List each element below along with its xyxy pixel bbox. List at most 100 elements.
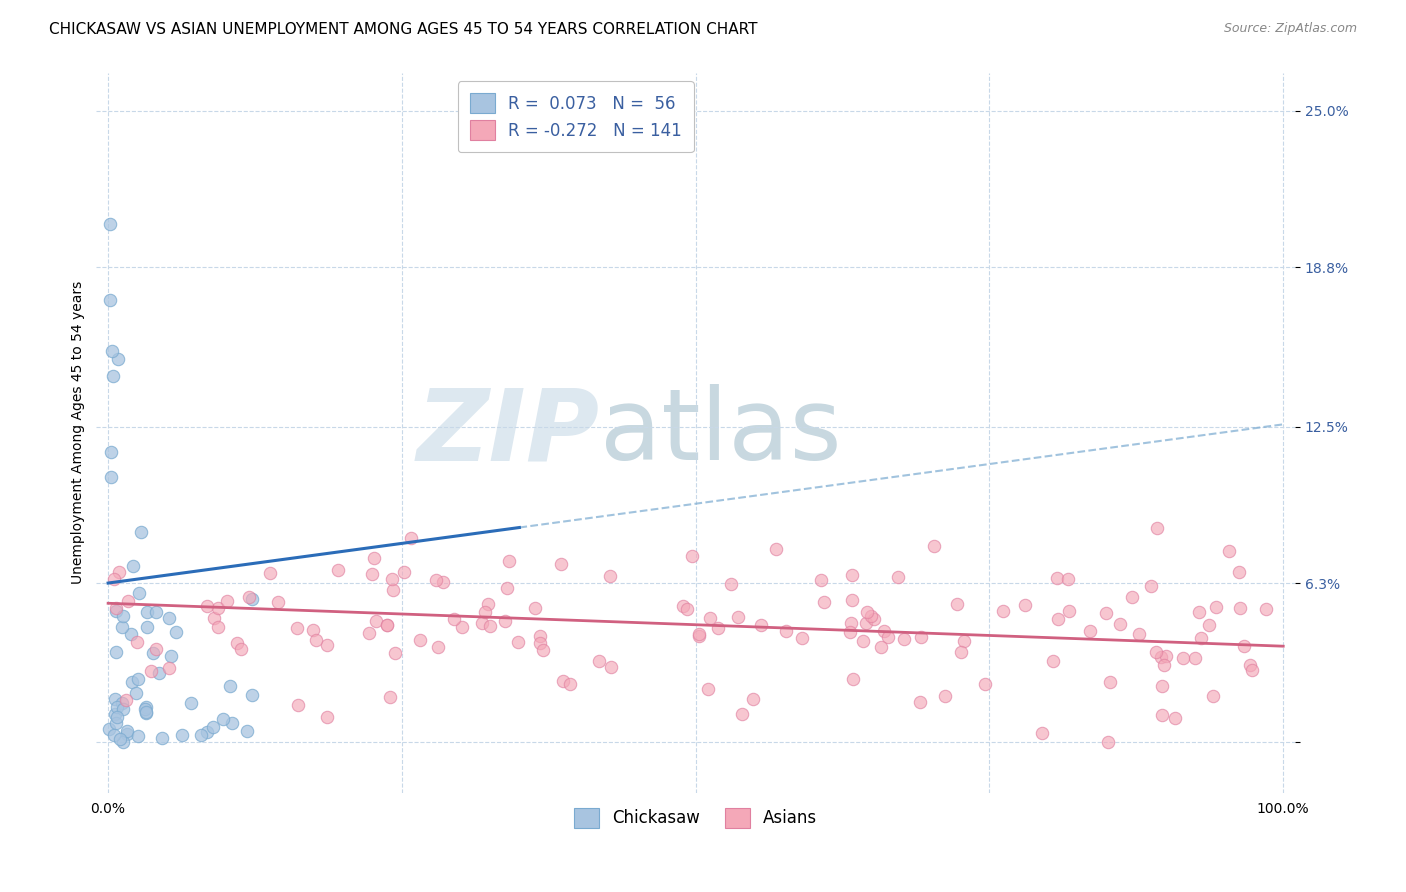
Point (727, 610, 749, 624)
Point (1042, 654, 1064, 668)
Point (316, 638, 339, 652)
Point (498, 554, 520, 568)
Point (872, 624, 894, 639)
Point (1078, 624, 1101, 639)
Point (860, 608, 883, 623)
Point (1121, 591, 1143, 605)
Point (558, 676, 581, 690)
Point (427, 640, 450, 654)
Point (731, 706, 754, 721)
Point (104, 691, 127, 706)
Point (749, 618, 772, 632)
Point (136, 605, 159, 619)
Point (1099, 675, 1122, 690)
Point (381, 582, 404, 597)
Point (117, 727, 139, 741)
Point (841, 592, 863, 607)
Point (792, 631, 814, 645)
Point (195, 725, 218, 739)
Point (384, 646, 406, 660)
Point (765, 542, 787, 557)
Point (706, 621, 728, 635)
Point (1256, 602, 1278, 616)
Point (841, 672, 863, 686)
Point (870, 640, 893, 655)
Text: ZIP: ZIP (416, 384, 600, 482)
Point (697, 681, 720, 696)
Point (1150, 650, 1173, 665)
Text: atlas: atlas (600, 384, 841, 482)
Point (105, 600, 128, 615)
Point (107, 352, 129, 367)
Point (98, 293, 121, 308)
Point (305, 632, 328, 647)
Point (148, 665, 170, 680)
Point (1202, 689, 1225, 703)
Point (378, 690, 401, 705)
Point (1128, 627, 1150, 641)
Point (450, 620, 472, 634)
Point (529, 636, 551, 650)
Point (599, 568, 621, 582)
Point (98, 722, 121, 736)
Point (101, 343, 124, 358)
Point (839, 615, 862, 630)
Legend: Chickasaw, Asians: Chickasaw, Asians (567, 801, 824, 835)
Point (195, 599, 218, 613)
Point (212, 712, 235, 726)
Point (813, 595, 835, 609)
Point (974, 676, 997, 690)
Point (1188, 605, 1211, 619)
Point (377, 618, 399, 632)
Point (135, 705, 157, 719)
Point (326, 563, 349, 577)
Point (125, 634, 148, 648)
Point (360, 566, 382, 581)
Point (231, 641, 253, 656)
Point (135, 700, 157, 714)
Point (1031, 726, 1053, 740)
Point (135, 619, 157, 633)
Point (838, 625, 860, 640)
Point (688, 629, 710, 643)
Point (876, 630, 898, 644)
Point (127, 730, 149, 744)
Point (103, 369, 125, 384)
Point (425, 573, 447, 587)
Point (471, 616, 494, 631)
Point (1229, 601, 1251, 615)
Point (285, 621, 308, 635)
Point (170, 728, 193, 742)
Point (1233, 640, 1256, 654)
Point (550, 557, 572, 571)
Point (240, 591, 263, 606)
Point (477, 597, 499, 611)
Point (863, 612, 886, 626)
Point (855, 605, 877, 619)
Point (180, 696, 202, 710)
Point (128, 586, 150, 600)
Point (688, 627, 710, 641)
Point (207, 600, 229, 615)
Point (588, 654, 610, 668)
Point (841, 567, 863, 582)
Point (111, 696, 134, 710)
Point (238, 590, 260, 604)
Point (104, 707, 127, 722)
Point (508, 634, 530, 648)
Point (221, 715, 243, 730)
Text: CHICKASAW VS ASIAN UNEMPLOYMENT AMONG AGES 45 TO 54 YEARS CORRELATION CHART: CHICKASAW VS ASIAN UNEMPLOYMENT AMONG AG… (49, 22, 758, 37)
Point (551, 673, 574, 688)
Point (1198, 617, 1220, 632)
Point (851, 633, 873, 648)
Point (141, 664, 163, 678)
Point (1146, 520, 1168, 534)
Point (160, 648, 183, 663)
Point (100, 470, 122, 484)
Point (950, 645, 973, 659)
Point (105, 604, 128, 618)
Point (105, 710, 128, 724)
Point (112, 608, 135, 623)
Point (810, 573, 832, 587)
Point (676, 601, 699, 615)
